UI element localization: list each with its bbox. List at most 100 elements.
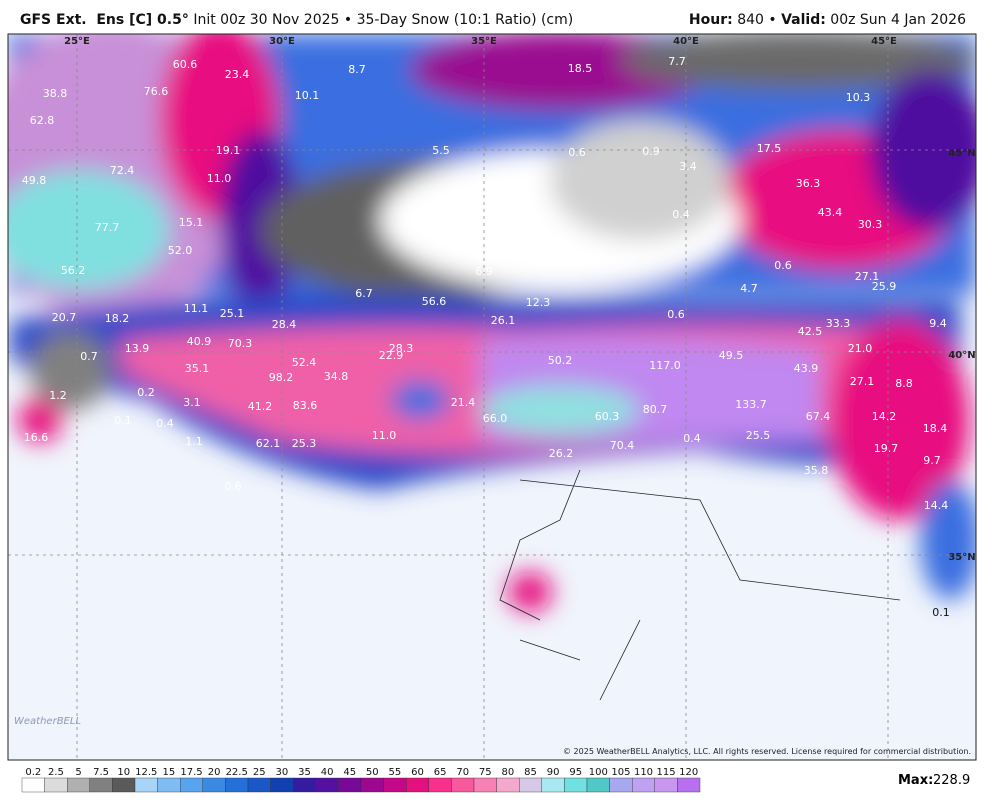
point-value: 0.4 [683, 432, 701, 445]
colorbar-label: 5 [75, 767, 81, 778]
colorbar-label: 55 [389, 767, 402, 778]
header-right: Hour: 840 • Valid: 00z Sun 4 Jan 2026 [689, 12, 966, 28]
point-value: 10.1 [295, 89, 320, 102]
colorbar-label: 25 [253, 767, 266, 778]
colorbar-swatch [677, 777, 701, 793]
point-value: 70.4 [610, 439, 635, 452]
colorbar-swatch [293, 777, 317, 793]
point-value: 70.3 [228, 337, 253, 350]
hour-value: 840 [737, 12, 764, 28]
point-value: 22.9 [379, 349, 404, 362]
point-value: 60.3 [595, 410, 620, 423]
point-value: 25.9 [872, 280, 897, 293]
point-value: 11.0 [372, 429, 397, 442]
point-value: 38.8 [43, 87, 68, 100]
colorbar-swatch [609, 777, 633, 793]
colorbar-swatch [564, 777, 588, 793]
colorbar-swatch [586, 777, 610, 793]
title: GFS Ext. Ens [C] 0.5° [20, 12, 189, 28]
colorbar-swatch [654, 777, 678, 793]
point-value: 43.9 [794, 362, 819, 375]
colorbar-label: 7.5 [93, 767, 109, 778]
point-value: 4.7 [740, 282, 758, 295]
max-label: Max: [898, 773, 933, 788]
point-value: 36.3 [796, 177, 821, 190]
point-value: 0.2 [137, 386, 155, 399]
point-value: 76.6 [144, 85, 169, 98]
point-value: 0.9 [642, 145, 660, 158]
grid-label: 40°E [673, 36, 699, 47]
point-value: 8.7 [348, 63, 366, 76]
colorbar: 0.2 2.5 5 7.5 10 12.5 15 17.5 20 22.5 25 30 35 40 45 50… [21, 767, 701, 793]
point-value: 21.0 [848, 342, 873, 355]
point-value: 8.8 [895, 377, 913, 390]
point-value: 62.1 [256, 437, 281, 450]
point-value: 10.3 [846, 91, 871, 104]
point-value: 117.0 [649, 359, 681, 372]
point-value: 21.4 [451, 396, 476, 409]
point-value: 0.6 [667, 308, 685, 321]
point-value: 41.2 [248, 400, 273, 413]
point-value: 19.1 [216, 144, 241, 157]
colorbar-label: 60 [411, 767, 424, 778]
colorbar-label: 12.5 [135, 767, 157, 778]
point-value: 5.5 [432, 144, 450, 157]
grid-labels: 25°E 30°E 35°E 40°E 45°E 45°N 40°N 35°N [64, 36, 976, 563]
colorbar-swatch [225, 777, 249, 793]
point-value: 35.8 [804, 464, 829, 477]
colorbar-label: 85 [524, 767, 537, 778]
colorbar-label: 10 [117, 767, 130, 778]
colorbar-swatch [406, 777, 430, 793]
colorbar-label: 0.2 [25, 767, 41, 778]
point-value: 56.6 [422, 295, 447, 308]
point-value: 1.2 [49, 389, 67, 402]
point-value: 18.2 [105, 312, 130, 325]
point-value: 83.6 [293, 399, 318, 412]
colorbar-label: 15 [163, 767, 176, 778]
point-value: 28.4 [272, 318, 297, 331]
colorbar-label: 20 [208, 767, 221, 778]
point-value: 26.1 [491, 314, 516, 327]
point-value: 1.1 [185, 435, 203, 448]
point-values: 60.6 23.4 38.8 76.6 10.1 8.7 18.5 7.7 10.3 62.8 19… [22, 55, 950, 619]
point-value: 49.5 [719, 349, 744, 362]
point-value: 14.4 [924, 499, 949, 512]
colorbar-swatch [632, 777, 656, 793]
colorbar-swatch [451, 777, 475, 793]
colorbar-label: 40 [321, 767, 334, 778]
colorbar-swatch [473, 777, 497, 793]
point-value: 72.4 [110, 164, 135, 177]
point-value: 9.4 [929, 317, 947, 330]
colorbar-label: 90 [547, 767, 560, 778]
colorbar-swatch [270, 777, 294, 793]
point-value: 25.3 [292, 437, 317, 450]
grid-label: 25°E [64, 36, 90, 47]
grid-label: 35°E [471, 36, 497, 47]
point-value: 67.4 [806, 410, 831, 423]
grid-label: 45°N [948, 148, 975, 159]
separator: • [768, 12, 777, 28]
colorbar-label: 30 [276, 767, 289, 778]
point-value: 25.1 [220, 307, 245, 320]
point-value: 20.7 [52, 311, 77, 324]
point-value: 0.7 [80, 350, 98, 363]
point-value: 26.2 [549, 447, 574, 460]
colorbar-swatch [247, 777, 271, 793]
colorbar-swatch [89, 777, 113, 793]
point-value: 35.1 [185, 362, 210, 375]
colorbar-label: 50 [366, 767, 379, 778]
point-value: 62.8 [30, 114, 55, 127]
valid-label: Valid: [781, 12, 826, 28]
grid-label: 35°N [948, 552, 975, 563]
colorbar-swatch [315, 777, 339, 793]
point-value: 0.1 [932, 606, 950, 619]
point-value: 50.2 [548, 354, 573, 367]
colorbar-label: 95 [569, 767, 582, 778]
point-value: 52.4 [292, 356, 317, 369]
point-value: 66.0 [483, 412, 508, 425]
point-value: 28.3 [389, 342, 414, 355]
colorbar-label: 115 [657, 767, 676, 778]
colorbar-swatch [202, 777, 226, 793]
colorbar-swatch [496, 777, 520, 793]
